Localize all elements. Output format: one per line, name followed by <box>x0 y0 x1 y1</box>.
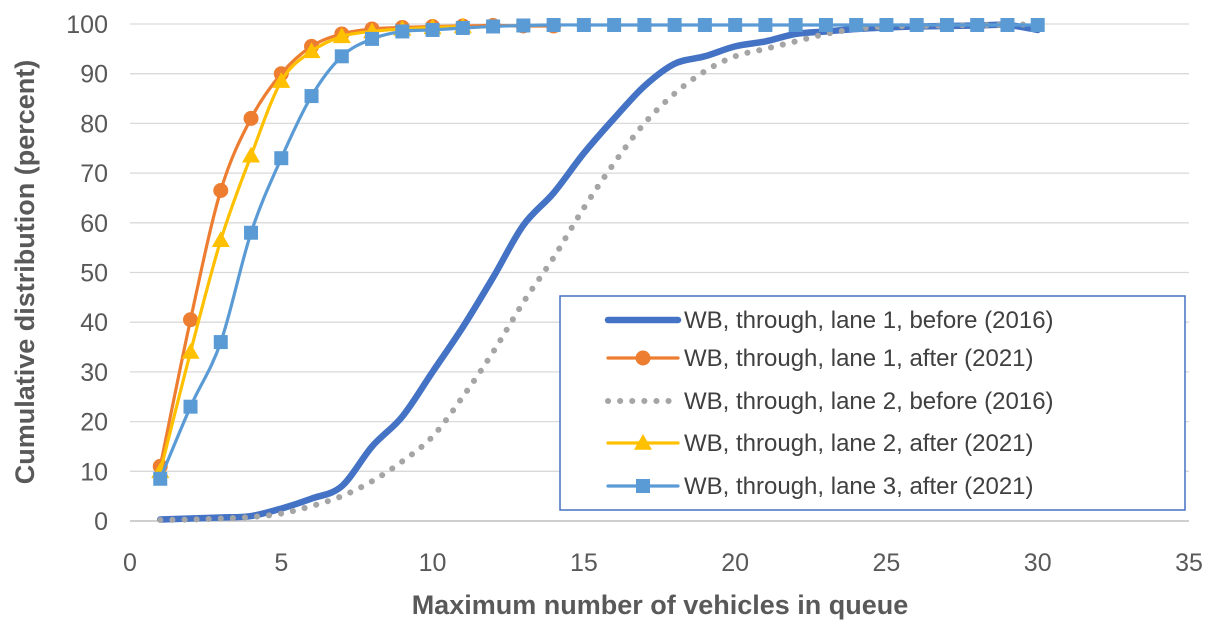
data-point <box>183 399 198 414</box>
data-point <box>242 146 261 163</box>
data-point <box>274 151 289 166</box>
data-point <box>486 19 501 34</box>
data-point <box>183 312 199 328</box>
data-point <box>849 17 864 32</box>
x-tick-label: 20 <box>721 549 749 577</box>
series-5 <box>153 17 1045 486</box>
y-tick-label: 40 <box>80 309 108 337</box>
y-tick-label: 50 <box>80 260 108 288</box>
y-tick-label: 90 <box>80 61 108 89</box>
data-point <box>667 17 682 32</box>
legend: WB, through, lane 1, before (2016) WB, th… <box>559 295 1186 511</box>
data-point <box>516 18 531 33</box>
x-tick-label: 5 <box>274 549 288 577</box>
legend-item: WB, through, lane 1, after (2021) <box>606 345 1034 372</box>
x-tick-labels: 0 5 10 15 20 25 30 35 <box>123 549 1203 577</box>
data-point <box>1000 17 1015 32</box>
legend-label: WB, through, lane 1, before (2016) <box>684 307 1054 334</box>
data-point <box>576 17 591 32</box>
data-point <box>818 17 833 32</box>
legend-label: WB, through, lane 3, after (2021) <box>684 473 1034 500</box>
legend-marker <box>636 479 650 493</box>
data-point <box>332 27 351 44</box>
data-point <box>302 42 321 59</box>
y-tick-label: 20 <box>80 409 108 437</box>
legend-item: WB, through, lane 1, before (2016) <box>604 307 1054 334</box>
y-tick-label: 0 <box>94 508 108 536</box>
legend-item: WB, through, lane 3, after (2021) <box>606 473 1034 500</box>
data-point <box>213 335 228 350</box>
series-group <box>151 17 1045 524</box>
y-tick-label: 100 <box>66 11 108 39</box>
legend-item: WB, through, lane 2, before (2016) <box>605 388 1054 415</box>
series-4 <box>151 17 472 479</box>
data-point <box>304 89 319 104</box>
x-tick-label: 10 <box>419 549 447 577</box>
y-tick-label: 60 <box>80 210 108 238</box>
x-tick-label: 15 <box>570 549 598 577</box>
data-point <box>213 182 229 198</box>
data-point <box>728 17 743 32</box>
y-tick-label: 10 <box>80 458 108 486</box>
data-point <box>607 17 622 32</box>
x-axis-title: Maximum number of vehicles in queue <box>412 590 909 620</box>
y-tick-labels: 0 10 20 30 40 50 60 70 80 90 100 <box>66 11 108 536</box>
data-point <box>909 17 924 32</box>
legend-label: WB, through, lane 2, after (2021) <box>684 430 1034 457</box>
data-point <box>1030 17 1045 32</box>
data-point <box>211 231 230 247</box>
y-tick-label: 30 <box>80 359 108 387</box>
x-tick-label: 0 <box>123 549 137 577</box>
legend-label: WB, through, lane 1, after (2021) <box>684 345 1034 372</box>
legend-box <box>559 295 1186 511</box>
data-point <box>697 17 712 32</box>
y-tick-label: 70 <box>80 160 108 188</box>
y-axis-title: Cumulative distribution (percent) <box>10 60 40 485</box>
legend-label: WB, through, lane 2, before (2016) <box>684 388 1054 415</box>
data-point <box>272 72 291 88</box>
x-tick-label: 25 <box>873 549 901 577</box>
data-point <box>395 24 410 39</box>
data-point <box>244 225 259 240</box>
data-point <box>758 17 773 32</box>
legend-item: WB, through, lane 2, after (2021) <box>606 430 1034 457</box>
data-point <box>546 17 561 32</box>
data-point <box>181 343 200 359</box>
data-point <box>939 17 954 32</box>
data-point <box>425 22 440 37</box>
data-point <box>637 17 652 32</box>
data-point <box>455 20 470 35</box>
data-point <box>970 17 985 32</box>
y-tick-label: 80 <box>80 110 108 138</box>
data-point <box>788 17 803 32</box>
legend-marker <box>635 350 651 366</box>
legend-marker <box>634 434 652 450</box>
data-point <box>365 31 380 46</box>
x-tick-label: 30 <box>1024 549 1052 577</box>
data-point <box>334 49 349 64</box>
x-tick-label: 35 <box>1175 549 1203 577</box>
data-point <box>879 17 894 32</box>
data-point <box>243 110 259 126</box>
data-point <box>153 471 168 486</box>
